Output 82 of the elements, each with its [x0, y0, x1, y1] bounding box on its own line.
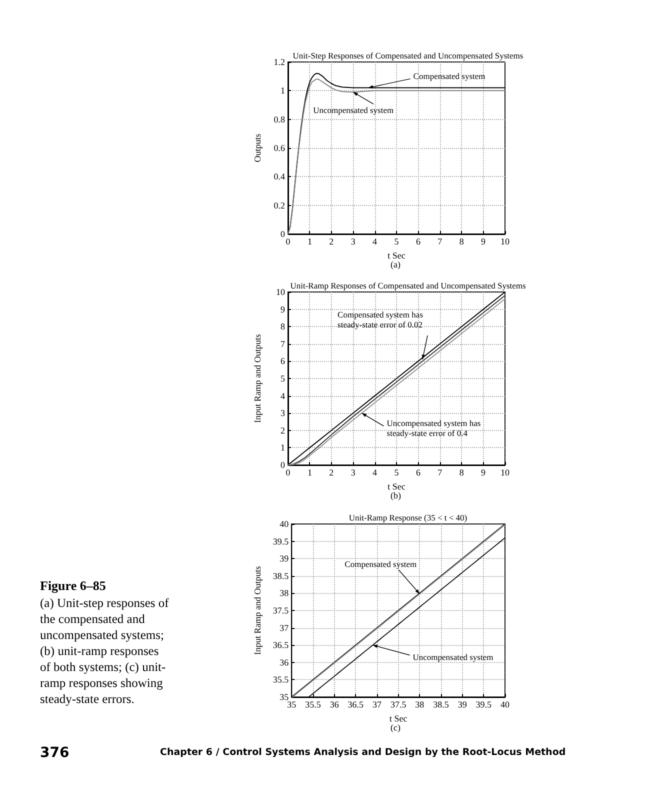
y-tick-label: 35.5 [272, 674, 290, 685]
x-tick-label: 6 [416, 236, 421, 246]
x-tick-label: 38.5 [433, 700, 450, 710]
x-tick-label: 37 [372, 700, 382, 710]
x-tick-label: 4 [372, 236, 378, 246]
x-tick-label: 6 [416, 468, 421, 478]
x-tick-label: 4 [372, 468, 378, 478]
x-tick-label: 35.5 [305, 700, 322, 710]
annotation: Compensated system [344, 558, 418, 569]
x-tick-label: 5 [394, 236, 400, 246]
annotation: Compensated system [413, 70, 486, 81]
y-tick-label: 4 [280, 390, 286, 401]
y-tick-label: 40 [280, 519, 290, 529]
y-tick-label: 0.2 [274, 200, 285, 210]
x-tick-label: 38 [415, 700, 425, 710]
y-tick-label: 5 [280, 374, 286, 384]
x-tick-label: 3 [350, 236, 356, 246]
chart-title: Unit-Step Responses of Compensated and Uncompensated Systems [292, 50, 524, 60]
y-tick-label: 0.4 [274, 172, 286, 182]
x-tick-label: 2 [329, 468, 334, 478]
x-tick-label: 8 [459, 468, 464, 478]
x-tick-label: 36.5 [348, 700, 364, 710]
x-tick-label: 9 [481, 468, 486, 478]
annotation: Uncompensated system has steady-state error of 0.4 [386, 418, 483, 438]
y-tick-label: 38.5 [272, 570, 290, 581]
x-tick-label: 1 [307, 236, 312, 246]
y-tick-label: 10 [276, 287, 286, 297]
y-tick-label: 36.5 [272, 640, 290, 650]
x-tick-label: 9 [481, 236, 486, 246]
x-tick-label: 8 [459, 236, 464, 246]
chart-title: Unit-Ramp Response (35 < t < 40) [348, 512, 468, 522]
y-axis-title: Input Ramp and Outputs [252, 566, 262, 655]
x-tick-label: 3 [350, 468, 356, 478]
annotation: Uncompensated system [313, 105, 394, 116]
y-tick-label: 1 [280, 86, 285, 96]
y-tick-label: 37.5 [272, 606, 290, 616]
y-axis-title: Input Ramp and Outputs [252, 334, 262, 423]
text: (a) [390, 260, 400, 270]
x-tick-label: 10 [500, 468, 510, 478]
y-tick-label: 37 [280, 622, 290, 633]
y-tick-label: 0 [280, 229, 286, 239]
y-tick-label: 0 [280, 460, 286, 470]
y-tick-label: 39.5 [272, 536, 290, 546]
caption: Figure 6–85 [40, 578, 107, 594]
y-tick-label: 36 [280, 657, 290, 668]
y-tick-label: 1.2 [274, 57, 285, 67]
y-tick-label: 8 [280, 322, 286, 332]
x-tick-label: 7 [438, 236, 443, 246]
x-tick-label: 37.5 [390, 700, 407, 710]
y-tick-label: 0.8 [274, 114, 286, 124]
x-axis-title: t Sec [388, 250, 406, 260]
x-tick-label: 7 [438, 468, 443, 478]
x-tick-label: 36 [330, 700, 340, 710]
x-tick-label: 1 [307, 468, 312, 478]
x-tick-label: 35 [287, 700, 297, 710]
chart-title: Unit-Ramp Responses of Compensated and Uncompensated Systems [290, 280, 526, 290]
text: 376 [40, 745, 70, 761]
x-tick-label: 40 [500, 700, 510, 710]
y-tick-label: 0.6 [274, 143, 286, 153]
x-tick-label: 39.5 [476, 700, 492, 710]
text: (c) [390, 722, 400, 732]
y-tick-label: 7 [280, 338, 286, 349]
y-tick-label: 6 [280, 356, 286, 366]
y-tick-label: 3 [280, 408, 286, 418]
y-tick-label: 9 [280, 304, 286, 314]
x-tick-label: 10 [500, 236, 510, 246]
text: Chapter 6 / Control Systems Analysis and Design by the Root-Locus Method [160, 747, 567, 758]
x-axis-title: t Sec [389, 713, 408, 724]
y-tick-label: 39 [280, 554, 290, 564]
y-tick-label: 38 [280, 588, 290, 598]
x-tick-label: 2 [329, 236, 334, 246]
text: (a) Unit-step responses of the compensated and uncompensated systems; (b) unit-ramp responses of both systems; (c) unit-ramp responses showing steady-state errors. [40, 595, 170, 707]
x-tick-label: 5 [394, 468, 400, 478]
annotation: Compensated system has steady-state error of 0.02 [338, 309, 426, 330]
y-tick-label: 2 [280, 425, 285, 436]
y-tick-label: 35 [280, 692, 290, 702]
y-tick-label: 1 [280, 442, 285, 453]
annotation: Uncompensated system [412, 652, 494, 662]
x-tick-label: 39 [458, 700, 468, 710]
text: (b) [390, 490, 401, 500]
x-axis-title: t Sec [388, 481, 406, 492]
y-axis-title: Outputs [252, 133, 262, 162]
